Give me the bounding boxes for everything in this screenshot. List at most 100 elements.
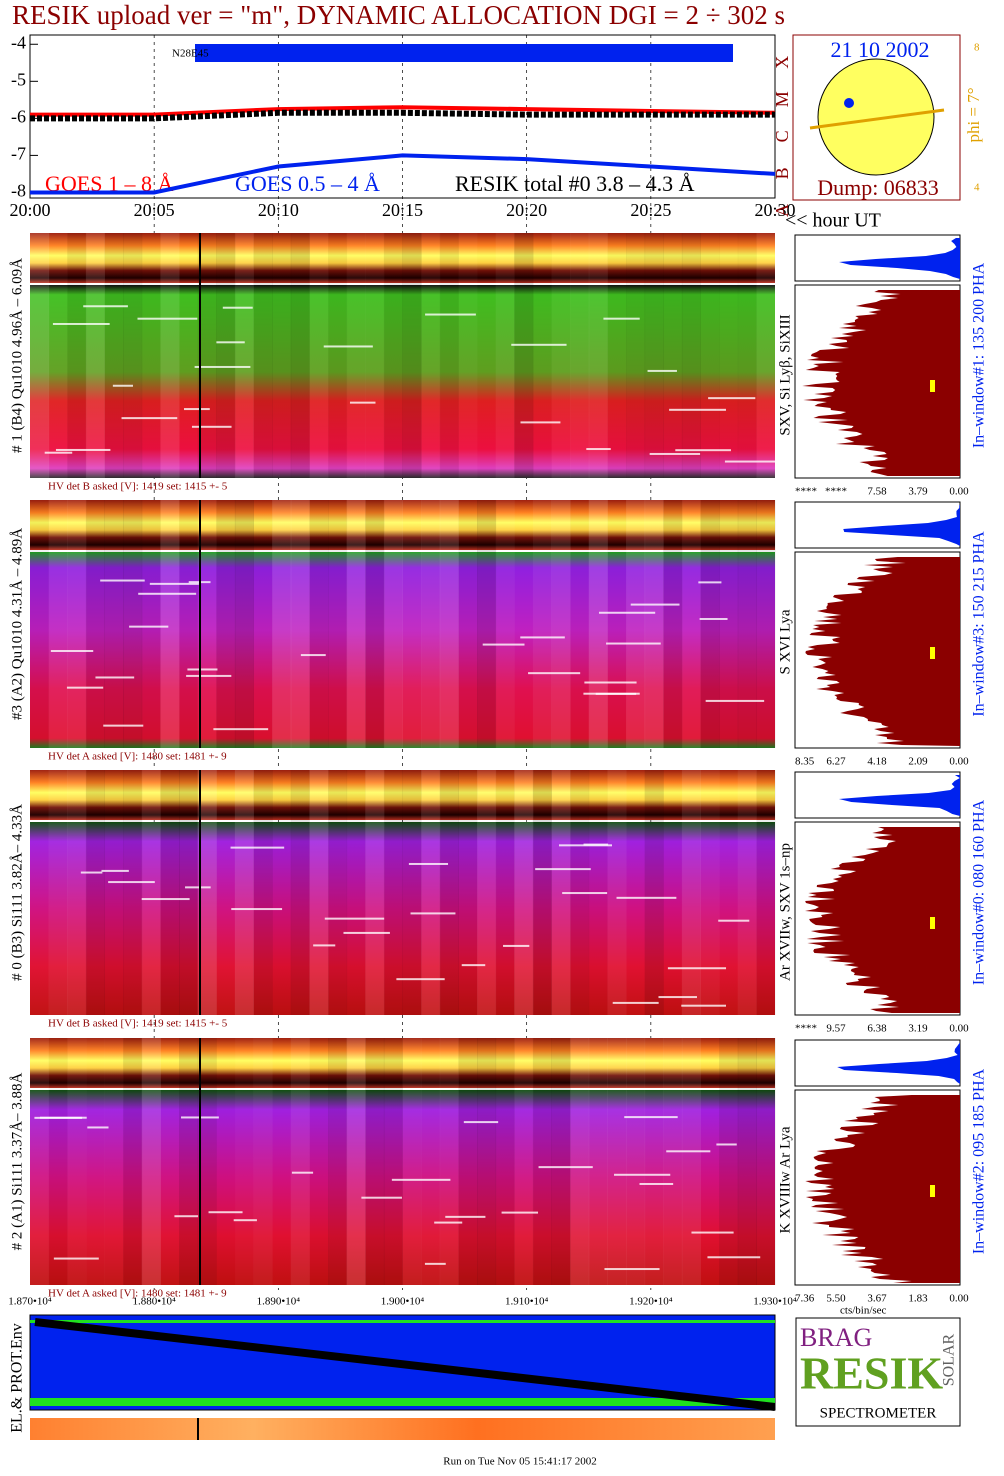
column [719,500,739,748]
column [30,233,50,478]
hist-tick-label: 9.57 [826,1023,846,1035]
column [160,233,180,478]
active-region [844,98,854,108]
streak [658,996,697,999]
column [551,770,571,1015]
column [421,1038,441,1285]
streak [95,676,135,679]
strip [30,770,775,820]
streak [55,448,111,451]
streak [511,343,567,346]
hist-tick-label: **** [825,486,847,498]
streak [716,1143,737,1146]
streak [391,1178,451,1181]
window-label: In–window#2: 095 185 PHA [971,1068,988,1254]
hist-tick-label: 4.18 [867,756,887,768]
column [179,233,198,478]
spectrogram [30,1090,775,1285]
y-tick-label: -5 [11,69,26,89]
streak [639,1182,674,1185]
env-trend [34,1318,776,1411]
column [104,770,124,1015]
streak [187,668,218,671]
hist-small [843,505,960,546]
column [85,500,105,748]
column [439,770,459,1015]
streak [230,846,285,849]
hist-tick-label: 8.35 [795,756,815,768]
column [570,233,590,478]
streak [184,408,210,411]
window-label: In–window#0: 080 160 PHA [971,799,988,985]
column [402,1038,422,1285]
column [383,233,403,478]
column [123,233,143,478]
streak [606,642,661,645]
column [402,233,422,478]
strip [30,1038,775,1088]
column [179,770,199,1015]
hist-tick-label: 0.00 [949,756,969,768]
streak [408,862,449,865]
streak [324,917,385,920]
streak [667,967,727,970]
logo-solar: SOLAR [941,1333,958,1386]
column [514,500,533,748]
column [309,500,329,748]
column [626,1038,646,1285]
column [253,233,273,478]
x-tick-label: 20:05 [134,200,175,220]
streak [194,365,251,368]
column [644,500,664,748]
column [626,500,646,748]
column [309,770,329,1015]
streak [87,1126,109,1129]
axis-arrow [809,108,945,130]
streak [103,724,144,727]
logo-spectrometer: SPECTROMETER [820,1405,937,1421]
streak [681,1004,727,1007]
column [477,1038,497,1285]
column [328,500,348,748]
hv-text: HV det A asked [V]: 1480 set: 1481 +- 9 [48,751,227,763]
logo-brag: BRAG [800,1323,872,1352]
hist-tick-label: 0.00 [949,486,969,498]
streak [50,649,94,652]
streak [83,305,128,308]
column [719,770,738,1015]
column [141,770,161,1015]
column [48,500,68,748]
marker [930,1185,935,1197]
detector-label: # 1 (B4) Qu1010 4.96Å – 6.09Å [9,258,25,453]
column [663,233,683,478]
column [495,1038,515,1285]
streak [101,869,129,872]
bottom-tick-label: 1.900•10⁴ [381,1296,425,1308]
sun-box [792,34,961,201]
window-label: In–window#3: 150 215 PHA [971,531,988,717]
phi: phi = 7° [964,87,983,142]
series-line [30,105,776,117]
line-ids: Ar XVIIw, SXV 1s–np [777,843,793,981]
streak [343,931,390,934]
streak [233,1219,257,1222]
column [216,770,235,1015]
streak [624,1116,678,1119]
column [179,500,199,748]
column [700,770,720,1015]
column [365,233,385,478]
streak [520,421,561,424]
hist-tick-label: 6.27 [826,756,846,768]
streak [213,728,269,731]
column [607,770,627,1015]
x-tick-label: 20:30 [754,200,795,220]
streak [691,1231,734,1234]
column [756,233,776,478]
cts-label: cts/bin/sec [840,1305,887,1317]
x-tick-label: 20:25 [630,200,671,220]
column [588,1038,608,1285]
column [253,770,273,1015]
streak [461,964,486,967]
column [570,500,589,748]
